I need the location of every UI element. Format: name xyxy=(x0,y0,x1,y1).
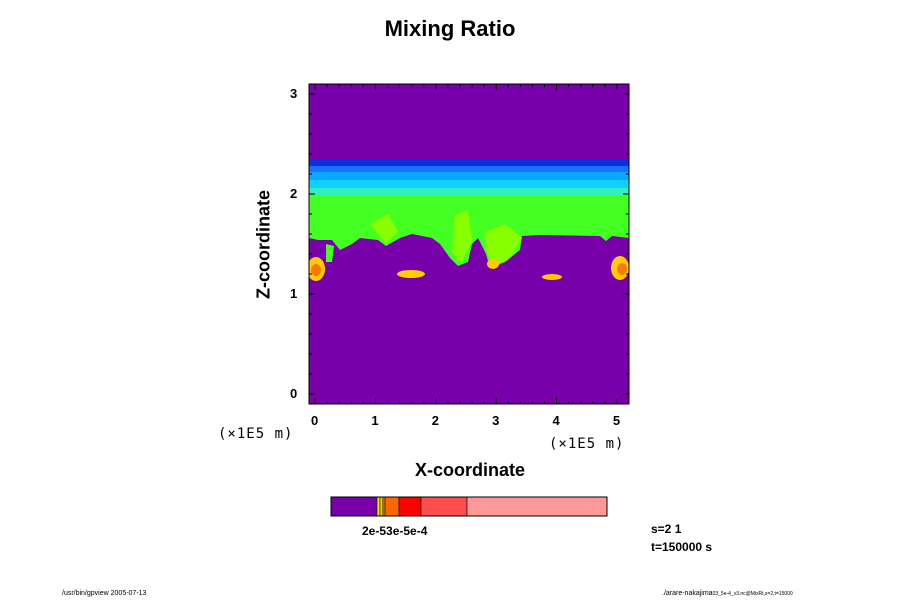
field-blob-3 xyxy=(487,259,499,269)
field-band-1 xyxy=(309,160,629,166)
footer-right-small: 03_5e-4_v3.nc@MixRt,s=2,t=15000 xyxy=(712,591,793,597)
colorbar-segment xyxy=(420,496,468,517)
plot-frame xyxy=(308,83,630,405)
y-tick-label: 2 xyxy=(290,186,298,201)
colorbar-label: 2e-53e-5e-4 xyxy=(362,524,428,538)
field-blob-1 xyxy=(397,270,425,278)
x-tick-label: 4 xyxy=(552,413,560,428)
y-tick-label: 0 xyxy=(290,386,298,401)
field-green-drip xyxy=(326,244,334,262)
field-blob-4 xyxy=(456,251,464,261)
colorbar-segment xyxy=(384,496,400,517)
field-cell-left-core xyxy=(311,264,321,276)
colorbar-segment xyxy=(466,496,608,517)
field-lime-patch-2 xyxy=(485,224,522,266)
chart-title: Mixing Ratio xyxy=(384,16,516,41)
colorbar-segment xyxy=(398,496,422,517)
field-cell-right-core xyxy=(617,263,627,275)
y-axis-unit: (×1E5 m) xyxy=(218,426,294,442)
field-lime-patch-3 xyxy=(370,214,398,244)
slice-info: s=2 1 xyxy=(651,522,682,536)
footer-left: /usr/bin/gpview 2005-07-13 xyxy=(62,590,147,597)
x-tick-label: 5 xyxy=(612,413,621,428)
y-tick-label: 3 xyxy=(290,86,298,101)
footer-right: ./arare-nakajima03_5e-4_v3.nc@MixRt,s=2,… xyxy=(662,590,793,597)
x-tick-label: 0 xyxy=(311,413,319,428)
y-tick-label: 1 xyxy=(290,286,298,301)
axis-ticks xyxy=(309,84,629,404)
field-band-5 xyxy=(309,188,629,196)
colorbar-segment xyxy=(379,496,384,517)
field-lime-patch-1 xyxy=(452,210,472,262)
colorbar-segment xyxy=(376,496,381,517)
field-band-4 xyxy=(309,180,629,188)
x-tick-label: 2 xyxy=(431,413,440,428)
colorbar-segment xyxy=(330,496,378,517)
field-blob-2 xyxy=(542,274,562,280)
field-band-2 xyxy=(309,166,629,172)
heatmap-field xyxy=(309,84,629,404)
x-axis-unit: (×1E5 m) xyxy=(549,436,625,452)
colorbar xyxy=(330,496,608,517)
y-axis-label: Z-coordinate xyxy=(253,190,274,300)
x-tick-label: 1 xyxy=(371,413,379,428)
x-tick-label: 3 xyxy=(492,413,500,428)
x-axis-label: X-coordinate xyxy=(414,460,525,480)
footer-right-main: ./arare-nakajima xyxy=(662,590,713,597)
time-info: t=150000 s xyxy=(651,540,713,554)
colorbar-frame xyxy=(330,496,608,517)
field-band-3 xyxy=(309,172,629,180)
